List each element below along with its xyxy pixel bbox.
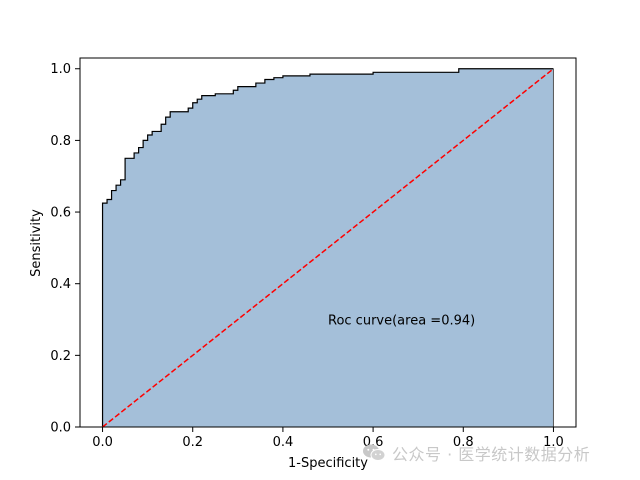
axes-frame: [79, 57, 577, 428]
x-tick-label: 1.0: [543, 435, 564, 450]
roc-area-fill: [102, 68, 554, 427]
y-tick-label: 0.2: [50, 349, 71, 364]
roc-annotation: Roc curve(area =0.94): [328, 314, 475, 329]
x-tick-label: 0.8: [453, 435, 474, 450]
y-tick-label: 0.8: [50, 134, 71, 149]
x-tick-label: 0.0: [92, 435, 113, 450]
watermark: 公众号 · 医学统计数据分析: [362, 441, 590, 465]
y-tick-label: 1.0: [50, 62, 71, 77]
x-tick-label: 0.2: [182, 435, 203, 450]
y-tick-label: 0.0: [50, 421, 71, 436]
watermark-text: 公众号 · 医学统计数据分析: [392, 445, 591, 464]
x-axis-label: 1-Specificity: [288, 456, 368, 471]
plot-area: [101, 68, 554, 428]
wechat-icon: [362, 443, 386, 463]
y-axis-label: Sensitivity: [29, 209, 44, 277]
y-tick-label: 0.6: [50, 206, 71, 221]
roc-curve: [101, 68, 554, 427]
y-tick-label: 0.4: [50, 277, 71, 292]
axes: 0.0 0.2 0.4 0.6 0.8 1.00.00.20.40.60.81.0: [50, 57, 577, 450]
x-tick-label: 0.4: [273, 435, 294, 450]
